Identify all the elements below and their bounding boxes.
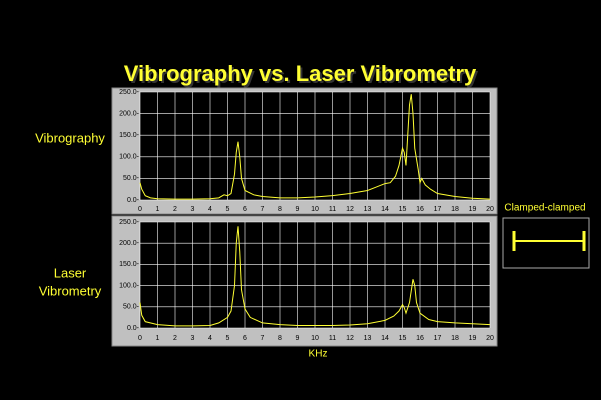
x-tick-label: 0 bbox=[138, 206, 142, 213]
x-tick-label: 2 bbox=[173, 206, 177, 213]
x-tick-label: 14 bbox=[381, 206, 389, 213]
x-tick-label: 11 bbox=[329, 335, 336, 342]
y-tick-label: 50.0- bbox=[123, 175, 140, 182]
x-tick-label: 18 bbox=[451, 335, 459, 342]
spectrum-line bbox=[139, 226, 491, 327]
x-tick-label: 19 bbox=[469, 335, 477, 342]
x-tick-label: 11 bbox=[329, 206, 336, 213]
x-tick-label: 17 bbox=[434, 335, 442, 342]
x-tick-label: 19 bbox=[469, 206, 477, 213]
x-tick-label: 7 bbox=[261, 335, 265, 342]
x-tick-label: 1 bbox=[156, 206, 160, 213]
x-tick-label: 12 bbox=[346, 206, 354, 213]
y-tick-label: 50.0- bbox=[123, 304, 140, 311]
x-tick-label: 13 bbox=[364, 206, 372, 213]
side-label: Vibrography bbox=[35, 130, 105, 145]
y-tick-label: 200.0- bbox=[119, 240, 140, 247]
x-tick-label: 14 bbox=[381, 335, 389, 342]
x-tick-label: 6 bbox=[243, 335, 247, 342]
x-tick-label: 10 bbox=[311, 335, 319, 342]
x-tick-label: 16 bbox=[416, 335, 424, 342]
x-tick-label: 4 bbox=[208, 206, 212, 213]
x-tick-label: 13 bbox=[364, 335, 372, 342]
x-tick-label: 8 bbox=[278, 206, 282, 213]
x-tick-label: 20 bbox=[486, 335, 494, 342]
spectrum-line bbox=[139, 94, 491, 200]
inset-label: Clamped-clamped bbox=[504, 203, 585, 214]
x-tick-label: 15 bbox=[399, 206, 407, 213]
side-label: Vibrometry bbox=[39, 283, 102, 298]
x-tick-label: 9 bbox=[296, 206, 300, 213]
x-tick-label: 17 bbox=[434, 206, 442, 213]
inset-box bbox=[502, 217, 590, 269]
x-tick-label: 12 bbox=[346, 335, 354, 342]
y-tick-label: 150.0- bbox=[119, 132, 140, 139]
y-tick-label: 200.0- bbox=[119, 110, 140, 117]
x-axis-label: KHz bbox=[309, 349, 328, 360]
y-tick-label: 100.0- bbox=[119, 282, 140, 289]
y-tick-label: 0.0- bbox=[127, 197, 140, 204]
x-tick-label: 3 bbox=[191, 206, 195, 213]
y-tick-label: 100.0- bbox=[119, 154, 140, 161]
x-tick-label: 10 bbox=[311, 206, 319, 213]
side-label: Laser bbox=[54, 265, 87, 280]
slide-title: Vibrography vs. Laser Vibrometry bbox=[124, 61, 477, 86]
x-tick-label: 0 bbox=[138, 335, 142, 342]
x-tick-label: 9 bbox=[296, 335, 300, 342]
y-tick-label: 250.0- bbox=[119, 219, 140, 226]
x-tick-label: 8 bbox=[278, 335, 282, 342]
x-tick-label: 16 bbox=[416, 206, 424, 213]
x-tick-label: 5 bbox=[226, 206, 230, 213]
x-tick-label: 18 bbox=[451, 206, 459, 213]
x-tick-label: 1 bbox=[156, 335, 160, 342]
x-tick-label: 5 bbox=[226, 335, 230, 342]
x-tick-label: 15 bbox=[399, 335, 407, 342]
x-tick-label: 6 bbox=[243, 206, 247, 213]
x-tick-label: 4 bbox=[208, 335, 212, 342]
x-tick-label: 7 bbox=[261, 206, 265, 213]
x-tick-label: 2 bbox=[173, 335, 177, 342]
y-tick-label: 0.0- bbox=[127, 325, 140, 332]
y-tick-label: 250.0- bbox=[119, 89, 140, 96]
title-shadow: Vibrography vs. Laser Vibrometry bbox=[126, 63, 479, 88]
x-tick-label: 3 bbox=[191, 335, 195, 342]
x-tick-label: 20 bbox=[486, 206, 494, 213]
y-tick-label: 150.0- bbox=[119, 261, 140, 268]
